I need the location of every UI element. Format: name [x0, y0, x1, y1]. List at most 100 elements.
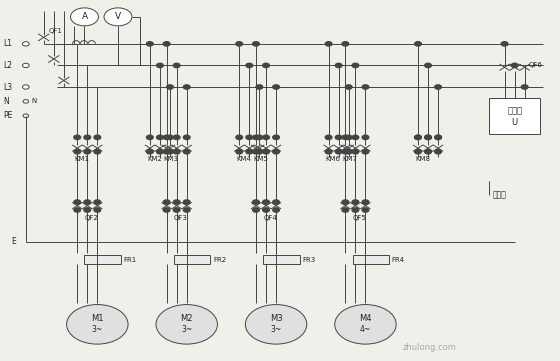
Circle shape [424, 135, 431, 139]
Text: zhulong.com: zhulong.com [403, 343, 457, 352]
Circle shape [253, 135, 259, 139]
Text: KM6: KM6 [326, 156, 341, 162]
Circle shape [23, 100, 29, 103]
Circle shape [335, 305, 396, 344]
Circle shape [414, 149, 421, 154]
Circle shape [342, 149, 349, 154]
Circle shape [362, 149, 369, 154]
Circle shape [346, 149, 352, 154]
Circle shape [173, 200, 180, 204]
Circle shape [256, 135, 263, 139]
Circle shape [94, 149, 101, 154]
Text: FR3: FR3 [302, 257, 316, 262]
Text: 3~: 3~ [270, 325, 282, 334]
Circle shape [67, 305, 128, 344]
Text: FR1: FR1 [124, 257, 137, 262]
Circle shape [273, 135, 279, 139]
Circle shape [501, 42, 508, 46]
Circle shape [23, 114, 29, 118]
Circle shape [183, 135, 190, 139]
Circle shape [263, 200, 269, 204]
Circle shape [84, 135, 91, 139]
Circle shape [147, 135, 153, 139]
Circle shape [253, 200, 259, 204]
Circle shape [147, 42, 153, 46]
Circle shape [164, 135, 170, 139]
Circle shape [325, 135, 332, 139]
Circle shape [253, 149, 259, 154]
Circle shape [74, 135, 81, 139]
Circle shape [273, 208, 279, 212]
Circle shape [352, 200, 359, 204]
Circle shape [22, 85, 29, 89]
Text: KM2: KM2 [147, 156, 162, 162]
Circle shape [352, 135, 359, 139]
Circle shape [246, 63, 253, 68]
Text: 接机壳: 接机壳 [492, 190, 506, 199]
Circle shape [74, 200, 81, 204]
Bar [489, 98, 540, 134]
Bar [85, 255, 121, 264]
Text: QF4: QF4 [263, 215, 277, 221]
Text: M2: M2 [180, 314, 193, 323]
Text: KM7: KM7 [343, 156, 358, 162]
Circle shape [183, 85, 190, 89]
Circle shape [164, 149, 170, 154]
Circle shape [245, 305, 307, 344]
Bar [174, 255, 210, 264]
Circle shape [183, 149, 190, 154]
Circle shape [273, 85, 279, 89]
Text: E: E [12, 237, 16, 246]
Text: QF5: QF5 [353, 215, 366, 221]
Circle shape [94, 135, 101, 139]
Text: KM3: KM3 [164, 156, 179, 162]
Circle shape [521, 85, 528, 89]
Circle shape [183, 200, 190, 204]
Circle shape [71, 8, 99, 26]
Circle shape [157, 149, 164, 154]
Text: KM1: KM1 [74, 156, 90, 162]
Circle shape [342, 135, 349, 139]
Circle shape [236, 149, 242, 154]
Circle shape [435, 135, 441, 139]
Circle shape [263, 208, 269, 212]
Circle shape [183, 208, 190, 212]
Circle shape [164, 42, 170, 46]
Text: A: A [81, 12, 87, 21]
Circle shape [352, 149, 359, 154]
Circle shape [84, 149, 91, 154]
Circle shape [246, 135, 253, 139]
Text: QF6: QF6 [529, 62, 543, 69]
Circle shape [424, 63, 431, 68]
Circle shape [511, 63, 518, 68]
Text: 变频器: 变频器 [507, 106, 522, 115]
Bar [353, 255, 389, 264]
Circle shape [362, 208, 369, 212]
Text: FR4: FR4 [392, 257, 405, 262]
Text: M1: M1 [91, 314, 104, 323]
Circle shape [173, 135, 180, 139]
Text: V: V [115, 12, 121, 21]
Text: QF2: QF2 [85, 215, 98, 221]
Circle shape [414, 42, 421, 46]
Circle shape [253, 42, 259, 46]
Circle shape [435, 85, 441, 89]
Text: N: N [3, 97, 9, 106]
Circle shape [346, 85, 352, 89]
Circle shape [325, 42, 332, 46]
Circle shape [263, 149, 269, 154]
Text: QF3: QF3 [174, 215, 188, 221]
Circle shape [263, 135, 269, 139]
Circle shape [263, 63, 269, 68]
Bar [263, 255, 300, 264]
Circle shape [94, 200, 101, 204]
Circle shape [352, 208, 359, 212]
Circle shape [273, 149, 279, 154]
Circle shape [167, 85, 173, 89]
Circle shape [164, 208, 170, 212]
Text: KM8: KM8 [415, 156, 430, 162]
Text: L2: L2 [3, 61, 12, 70]
Circle shape [84, 200, 91, 204]
Circle shape [74, 149, 81, 154]
Circle shape [325, 149, 332, 154]
